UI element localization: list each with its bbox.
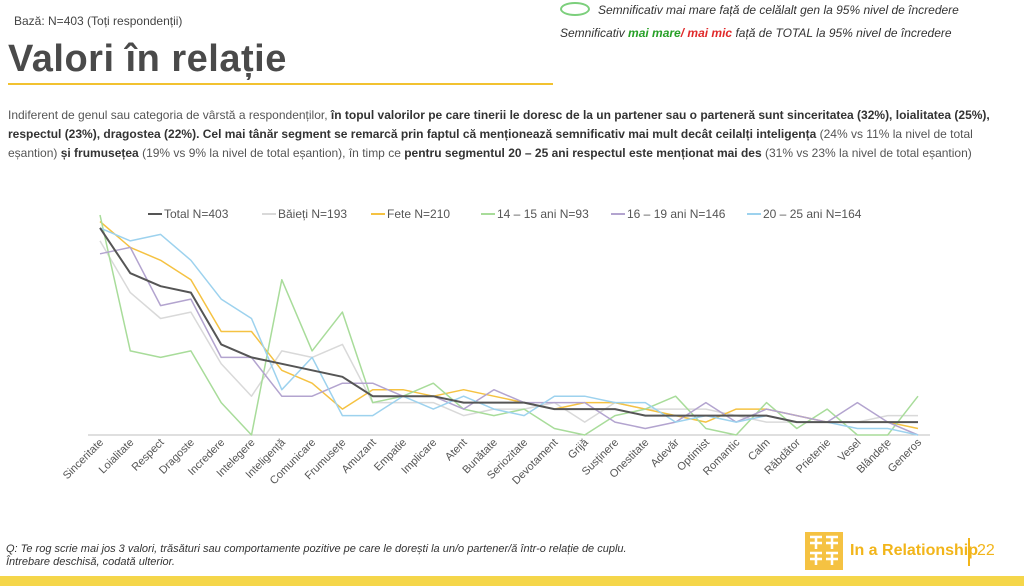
series-line-2 — [99, 220, 919, 430]
base-note: Bază: N=403 (Toți respondenții) — [14, 14, 183, 28]
significance-gender-text: Semnificativ mai mare față de celălalt g… — [598, 3, 959, 17]
significance-suffix: față de TOTAL la 95% nivel de încredere — [732, 26, 952, 40]
series-line-4 — [99, 246, 919, 436]
footnote-question: Q: Te rog scrie mai jos 3 valori, trăsăt… — [6, 543, 627, 555]
x-tick-label: Atent — [443, 437, 470, 464]
intro-bold-3: pentru segmentul 20 – 25 ani respectul e… — [404, 146, 762, 160]
significance-prefix: Semnificativ — [560, 26, 629, 40]
series-line-1 — [99, 240, 918, 423]
legend-label-5: 20 – 25 ani N=164 — [763, 207, 862, 221]
intro-text-2: (24% vs 11% la nivel de total eșantion) — [8, 127, 973, 160]
ellipse-icon — [560, 2, 590, 16]
values-line-chart: Total N=403 Băieți N=193 Fete N=210 14 – 15… — [61, 207, 930, 487]
x-tick-label: Calm — [746, 437, 773, 464]
legend-label-1: Băieți N=193 — [278, 207, 347, 221]
brand-logo — [805, 532, 843, 570]
footnote-note: Întrebare deschisă, codată ulterior. — [6, 556, 175, 568]
significance-lower: mai mic — [687, 26, 733, 40]
chart-series — [99, 214, 919, 436]
intro-paragraph: Indiferent de genul sau categoria de vâr… — [8, 106, 1013, 163]
title-underline — [8, 83, 553, 85]
significance-higher: mai mare — [628, 26, 681, 40]
legend-label-2: Fete N=210 — [387, 207, 450, 221]
intro-bold-2: și frumusețea — [60, 146, 139, 160]
x-tick-label: Grijă — [566, 436, 592, 462]
intro-text-1: Indiferent de genul sau categoria de vâr… — [8, 108, 331, 122]
chart-legend: Total N=403 Băieți N=193 Fete N=210 14 – 15… — [148, 207, 862, 221]
intro-text-4: (31% vs 23% la nivel de total eșantion) — [761, 146, 972, 160]
significance-legend: Semnificativ mai mare față de celălalt g… — [560, 2, 1020, 40]
legend-label-4: 16 – 19 ani N=146 — [627, 207, 726, 221]
brand-separator — [968, 538, 970, 566]
significance-slash: / — [680, 26, 688, 40]
brand-name: In a Relationship — [850, 542, 979, 559]
intro-bold-1: în topul valorilor pe care tinerii le do… — [8, 108, 990, 141]
significance-row-total: Semnificativ mai mare/ mai mic față de T… — [560, 26, 1020, 40]
x-tick-label: Vesel — [836, 437, 864, 465]
question-footnote: Q: Te rog scrie mai jos 3 valori, trăsăt… — [6, 543, 627, 569]
x-tick-labels: SinceritateLoialitateRespectDragosteIncr… — [61, 436, 925, 487]
page-title: Valori în relație — [8, 38, 287, 80]
series-line-0 — [99, 227, 918, 424]
significance-row-gender: Semnificativ mai mare față de celălalt g… — [560, 2, 1020, 18]
legend-label-3: 14 – 15 ani N=93 — [497, 207, 589, 221]
intro-text-3: (19% vs 9% la nivel de total eșantion), … — [138, 146, 405, 160]
page-number: 22 — [977, 542, 995, 559]
legend-label-0: Total N=403 — [164, 207, 229, 221]
x-tick-label: Sinceritate — [61, 437, 106, 482]
bottom-accent-bar — [0, 576, 1024, 586]
x-tick-label: Generos — [886, 436, 925, 475]
